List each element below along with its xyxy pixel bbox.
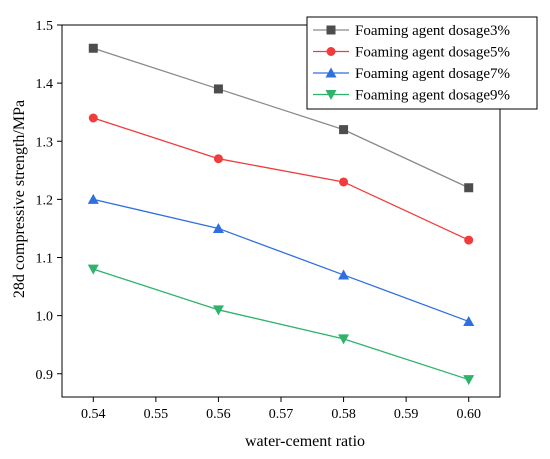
x-axis-label: water-cement ratio (245, 433, 365, 450)
data-point (87, 264, 99, 275)
y-axis-label: 28d compressive strength/MPa (11, 100, 28, 298)
y-tick-label: 1.5 (36, 19, 54, 34)
x-tick-label: 0.57 (269, 407, 294, 422)
legend-box (306, 16, 538, 110)
x-tick-label: 0.59 (394, 407, 419, 422)
x-tick-label: 0.60 (456, 407, 481, 422)
data-point (339, 177, 349, 187)
data-point (88, 113, 98, 123)
y-tick-label: 0.9 (36, 368, 54, 383)
data-point (339, 125, 349, 135)
legend-marker (326, 47, 336, 56)
legend-marker (325, 90, 337, 100)
data-point (212, 305, 224, 316)
series-group (87, 43, 475, 386)
series-line (93, 117, 469, 241)
data-point (87, 193, 99, 204)
data-point (464, 183, 474, 193)
y-tick-label: 1.1 (36, 252, 54, 267)
legend-label: Foaming agent dosage5% (355, 45, 510, 61)
data-point (463, 315, 475, 326)
x-axis: 0.54 0.55 0.56 0.57 0.58 0.59 0.60 (81, 397, 481, 422)
y-tick-label: 1.0 (36, 310, 54, 325)
series-3 (87, 193, 475, 326)
data-point (213, 84, 223, 94)
x-tick-label: 0.55 (144, 407, 169, 422)
series-2 (88, 113, 474, 245)
data-point (212, 222, 224, 233)
legend-label: Foaming agent dosage7% (355, 66, 510, 82)
y-tick-label: 1.4 (36, 77, 54, 92)
legend: Foaming agent dosage3% Foaming agent dosa… (306, 16, 538, 110)
data-point (213, 154, 223, 164)
legend-marker (325, 67, 337, 78)
y-tick-label: 1.2 (36, 193, 54, 208)
x-tick-label: 0.54 (81, 407, 106, 422)
series-line (93, 268, 469, 381)
data-point (463, 375, 475, 386)
legend-marker (326, 25, 336, 35)
x-tick-label: 0.58 (331, 407, 356, 422)
x-tick-label: 0.56 (206, 407, 231, 422)
legend-label: Foaming agent dosage9% (355, 88, 510, 104)
series-line (93, 198, 469, 323)
data-point (338, 269, 350, 280)
y-tick-label: 1.3 (36, 135, 54, 150)
data-point (88, 43, 98, 53)
legend-label: Foaming agent dosage3% (355, 23, 510, 39)
y-axis: 0.9 1.0 1.1 1.2 1.3 1.4 1.5 (36, 19, 62, 383)
series-1 (88, 43, 474, 193)
data-point (464, 235, 474, 245)
data-point (338, 334, 350, 345)
series-line (93, 47, 469, 189)
series-4 (87, 264, 475, 386)
